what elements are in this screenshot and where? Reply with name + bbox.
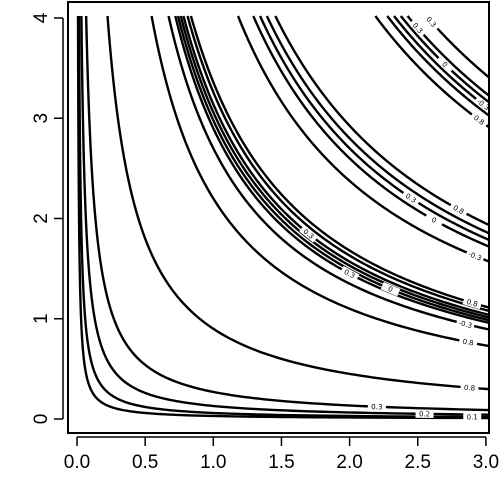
contour-label: 0 <box>440 60 449 69</box>
contour-line <box>176 15 489 322</box>
contour-label: 0.3 <box>371 403 382 411</box>
contour-label-bg <box>367 402 387 412</box>
contour-line <box>80 15 489 416</box>
contour-label-bg <box>473 95 493 114</box>
contour-line <box>150 15 489 348</box>
contour-line <box>265 15 489 235</box>
contour-label: 0.8 <box>466 298 479 309</box>
contour-label-bg <box>424 212 444 228</box>
x-tick-label: 1.0 <box>200 452 226 473</box>
contour-line <box>179 15 489 319</box>
contour-label-bg <box>455 317 476 331</box>
contour-label-bg <box>380 281 401 297</box>
x-tick-label: 0.0 <box>64 452 90 473</box>
contour-label-bg <box>401 189 421 207</box>
contour-line <box>258 15 489 241</box>
plot-frame <box>67 1 490 434</box>
contour-line <box>186 15 489 312</box>
contour-label-bg <box>415 409 434 419</box>
contour-line <box>386 15 489 117</box>
y-tick-label: 1 <box>31 313 52 324</box>
x-tick-label: 3.0 <box>473 452 499 473</box>
contour-label: 0.1 <box>467 413 478 421</box>
y-axis: 0 1 2 3 4 <box>31 12 64 425</box>
contour-line <box>84 15 489 412</box>
y-tick-label: 2 <box>31 213 52 224</box>
contour-line <box>76 15 489 420</box>
contour-label: 0 <box>387 285 394 294</box>
contour-line <box>106 15 489 391</box>
x-axis: 0.0 0.5 1.0 1.5 2.0 2.5 3.0 <box>64 436 499 473</box>
contour-label: 0 <box>430 216 438 225</box>
contour-label: 0.2 <box>419 410 430 418</box>
contour-label-bg <box>463 412 482 421</box>
x-tick-label: 2.5 <box>405 452 431 473</box>
x-tick-label: 2.0 <box>336 452 362 473</box>
contour-label-bg <box>465 248 485 264</box>
contour-line <box>77 15 489 419</box>
contour-line <box>167 15 489 331</box>
x-tick-label: 0.5 <box>132 452 158 473</box>
contour-line <box>374 15 489 128</box>
contour-label-bg <box>469 111 489 129</box>
y-tick-label: 0 <box>31 414 52 425</box>
contour-label-bg <box>422 12 441 32</box>
contour-label: -0.3 <box>458 319 473 330</box>
contour-label-bg <box>458 336 478 348</box>
y-tick-label: 3 <box>31 113 52 124</box>
contour-label-bg <box>448 201 469 218</box>
contour-label: 0.8 <box>462 338 474 348</box>
contour-label-bg <box>435 55 455 74</box>
contour-layer <box>76 15 489 420</box>
contour-label: 0.8 <box>464 384 476 393</box>
contour-line <box>393 15 489 110</box>
contour-label-bg <box>339 265 360 282</box>
contour-label-bg <box>299 225 319 243</box>
x-tick-label: 1.5 <box>268 452 294 473</box>
contour-line <box>174 15 489 324</box>
contour-line <box>236 15 489 263</box>
contour-line <box>274 15 489 226</box>
contour-line <box>189 15 489 309</box>
contour-label-bg <box>408 18 427 38</box>
contour-line <box>182 15 489 316</box>
contour-label-bg <box>462 296 483 310</box>
y-tick-label: 4 <box>31 12 52 23</box>
contour-label-bg <box>460 382 479 393</box>
